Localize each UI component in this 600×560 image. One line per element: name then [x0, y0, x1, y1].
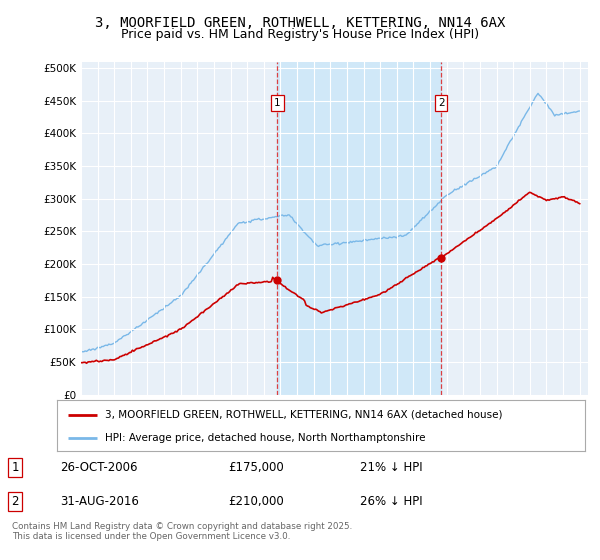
Bar — [277, 62, 441, 395]
Text: Price paid vs. HM Land Registry's House Price Index (HPI): Price paid vs. HM Land Registry's House … — [121, 28, 479, 41]
Text: 31-AUG-2016: 31-AUG-2016 — [60, 496, 139, 508]
Text: 3, MOORFIELD GREEN, ROTHWELL, KETTERING, NN14 6AX (detached house): 3, MOORFIELD GREEN, ROTHWELL, KETTERING,… — [104, 409, 502, 419]
Text: 21% ↓ HPI: 21% ↓ HPI — [360, 461, 422, 474]
Text: 26% ↓ HPI: 26% ↓ HPI — [360, 496, 422, 508]
Text: 2: 2 — [438, 98, 445, 108]
Text: £210,000: £210,000 — [228, 496, 284, 508]
Text: HPI: Average price, detached house, North Northamptonshire: HPI: Average price, detached house, Nort… — [104, 433, 425, 443]
Text: Contains HM Land Registry data © Crown copyright and database right 2025.
This d: Contains HM Land Registry data © Crown c… — [12, 522, 352, 542]
Text: £175,000: £175,000 — [228, 461, 284, 474]
Text: 1: 1 — [274, 98, 281, 108]
Text: 2: 2 — [11, 496, 19, 508]
Text: 26-OCT-2006: 26-OCT-2006 — [60, 461, 137, 474]
Text: 1: 1 — [11, 461, 19, 474]
Text: 3, MOORFIELD GREEN, ROTHWELL, KETTERING, NN14 6AX: 3, MOORFIELD GREEN, ROTHWELL, KETTERING,… — [95, 16, 505, 30]
